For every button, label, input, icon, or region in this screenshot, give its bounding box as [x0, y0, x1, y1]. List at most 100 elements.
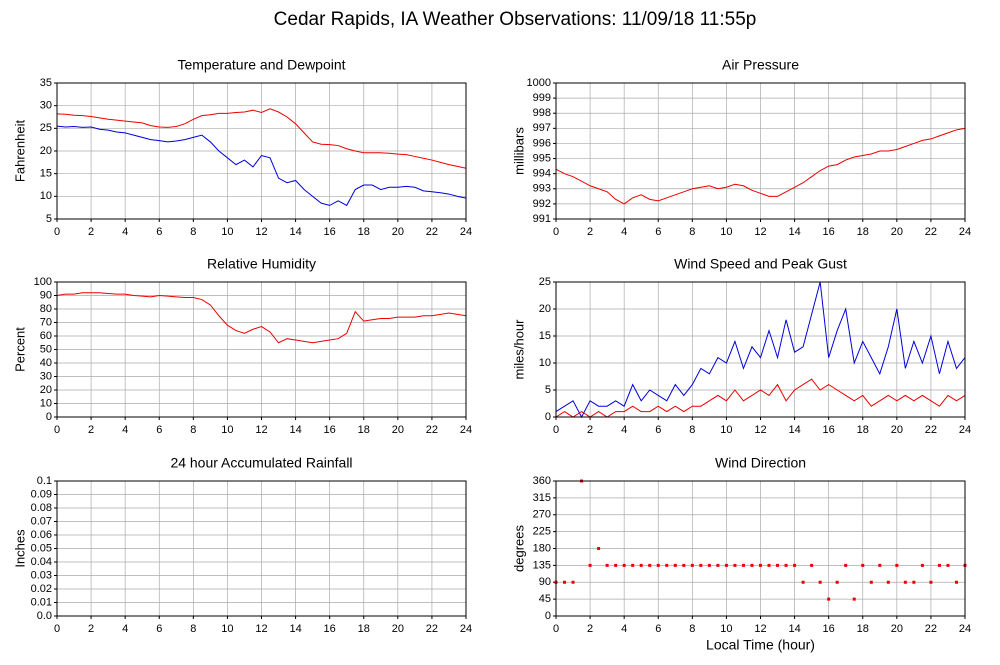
x-tick-label: 12 [754, 424, 766, 436]
y-tick-label: 0.02 [31, 583, 52, 595]
y-tick-label: 360 [533, 475, 551, 487]
y-tick-label: 80 [40, 303, 52, 315]
y-tick-label: 135 [533, 559, 551, 571]
y-tick-label: 0 [545, 411, 551, 423]
data-point [605, 563, 609, 567]
x-tick-label: 18 [358, 424, 370, 436]
y-axis-label: miles/hour [511, 319, 526, 380]
x-tick-label: 24 [959, 226, 971, 238]
y-tick-label: 0.1 [37, 475, 52, 487]
y-tick-label: 100 [34, 276, 52, 288]
data-point [886, 580, 890, 584]
y-tick-label: 0.08 [31, 502, 52, 514]
data-point [895, 563, 899, 567]
x-tick-label: 6 [655, 226, 661, 238]
y-tick-label: 90 [40, 289, 52, 301]
chart-title: 24 hour Accumulated Rainfall [170, 455, 352, 471]
x-tick-label: 16 [823, 623, 835, 635]
y-tick-label: 60 [40, 330, 52, 342]
x-tick-label: 14 [289, 424, 301, 436]
data-point [656, 563, 660, 567]
y-tick-label: 25 [539, 276, 551, 288]
x-tick-label: 10 [221, 226, 233, 238]
x-tick-label: 2 [587, 424, 593, 436]
x-tick-label: 14 [289, 226, 301, 238]
y-tick-label: 15 [539, 330, 551, 342]
plot-border [56, 281, 467, 418]
data-point [622, 563, 626, 567]
y-tick-label: 996 [533, 137, 551, 149]
x-tick-label: 8 [190, 623, 196, 635]
y-tick-label: 90 [539, 576, 551, 588]
y-tick-label: 180 [533, 542, 551, 554]
x-tick-label: 22 [925, 226, 937, 238]
data-point [793, 563, 797, 567]
x-tick-label: 14 [788, 623, 800, 635]
x-tick-label: 8 [689, 623, 695, 635]
y-tick-label: 0.07 [31, 515, 52, 527]
x-tick-label: 6 [655, 623, 661, 635]
y-tick-label: 30 [40, 100, 52, 112]
x-tick-label: 18 [857, 623, 869, 635]
y-tick-label: 0.01 [31, 596, 52, 608]
data-point [631, 563, 635, 567]
y-axis-label: millibars [511, 127, 526, 175]
page-title: Cedar Rapids, IA Weather Observations: 1… [274, 9, 757, 30]
data-point [716, 563, 720, 567]
data-point [750, 563, 754, 567]
x-tick-label: 4 [621, 226, 627, 238]
data-point [759, 563, 762, 567]
x-tick-label: 12 [754, 226, 766, 238]
x-tick-label: 4 [621, 424, 627, 436]
y-axis-label: Inches [12, 529, 27, 568]
x-tick-label: 12 [255, 226, 267, 238]
x-tick-label: 22 [426, 226, 438, 238]
data-line [555, 127, 966, 205]
data-point [869, 580, 873, 584]
data-point [639, 563, 643, 567]
chart-title: Air Pressure [722, 57, 799, 73]
y-tick-label: 0.04 [31, 556, 52, 568]
x-tick-label: 2 [88, 226, 94, 238]
x-tick-label: 24 [460, 623, 472, 635]
y-tick-label: 5 [46, 213, 52, 225]
data-point [733, 563, 737, 567]
data-point [827, 597, 831, 601]
y-tick-label: 270 [533, 509, 551, 521]
x-tick-label: 10 [720, 226, 732, 238]
data-point [929, 580, 933, 584]
x-tick-label: 0 [54, 424, 60, 436]
y-tick-label: 1000 [527, 77, 551, 89]
x-tick-label: 16 [324, 226, 336, 238]
x-tick-label: 20 [392, 424, 404, 436]
chart-panel: Wind Direction degrees Local Time (hour) 0 2… [511, 455, 971, 653]
plot-border [555, 281, 966, 418]
y-tick-label: 315 [533, 492, 551, 504]
x-tick-label: 2 [88, 623, 94, 635]
x-tick-label: 4 [122, 623, 128, 635]
y-tick-label: 998 [533, 107, 551, 119]
x-tick-label: 22 [426, 623, 438, 635]
x-tick-label: 18 [857, 424, 869, 436]
x-tick-label: 0 [553, 623, 559, 635]
y-tick-label: 10 [40, 190, 52, 202]
data-point [937, 563, 941, 567]
x-tick-label: 0 [54, 623, 60, 635]
data-point [588, 563, 592, 567]
x-tick-label: 20 [392, 623, 404, 635]
data-point [682, 563, 686, 567]
y-tick-label: 20 [40, 384, 52, 396]
data-point [724, 563, 728, 567]
x-tick-label: 16 [324, 424, 336, 436]
x-tick-label: 22 [925, 424, 937, 436]
x-tick-label: 20 [392, 226, 404, 238]
data-line [56, 125, 467, 207]
data-point [665, 563, 669, 567]
x-tick-label: 6 [156, 623, 162, 635]
y-tick-label: 993 [533, 183, 551, 195]
